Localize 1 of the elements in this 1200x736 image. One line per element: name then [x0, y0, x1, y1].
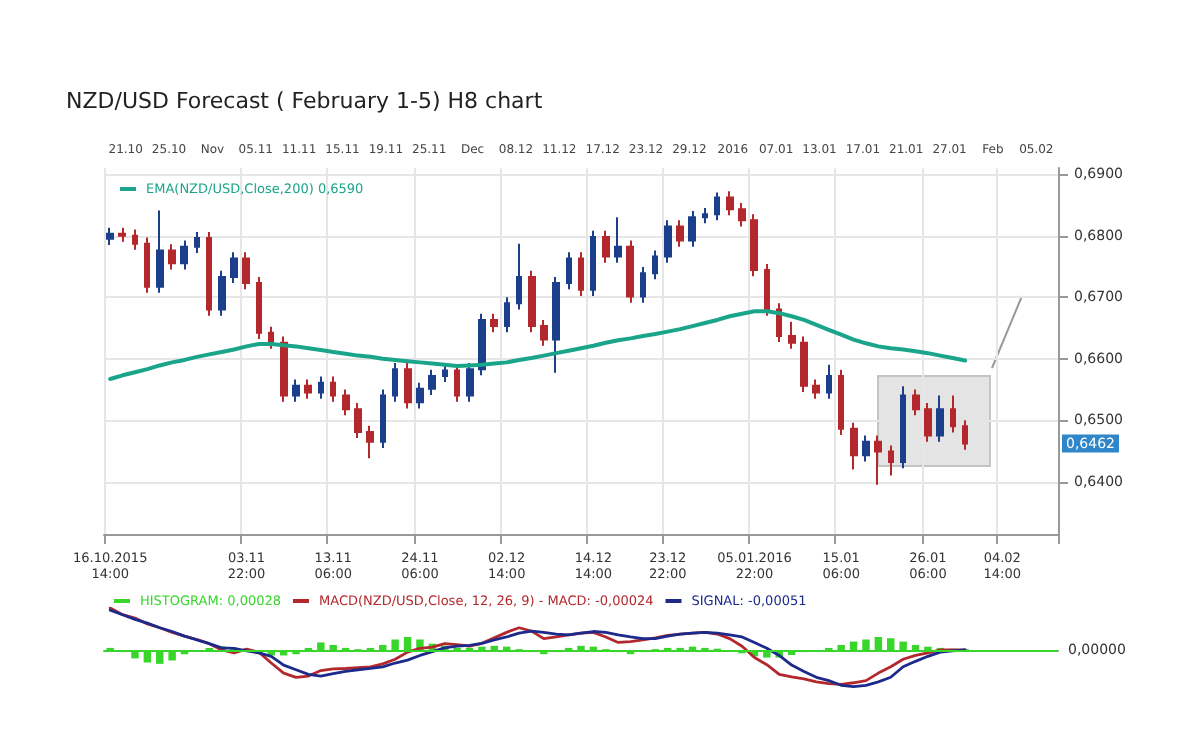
chart-title: NZD/USD Forecast ( February 1-5) H8 chart — [66, 88, 544, 114]
